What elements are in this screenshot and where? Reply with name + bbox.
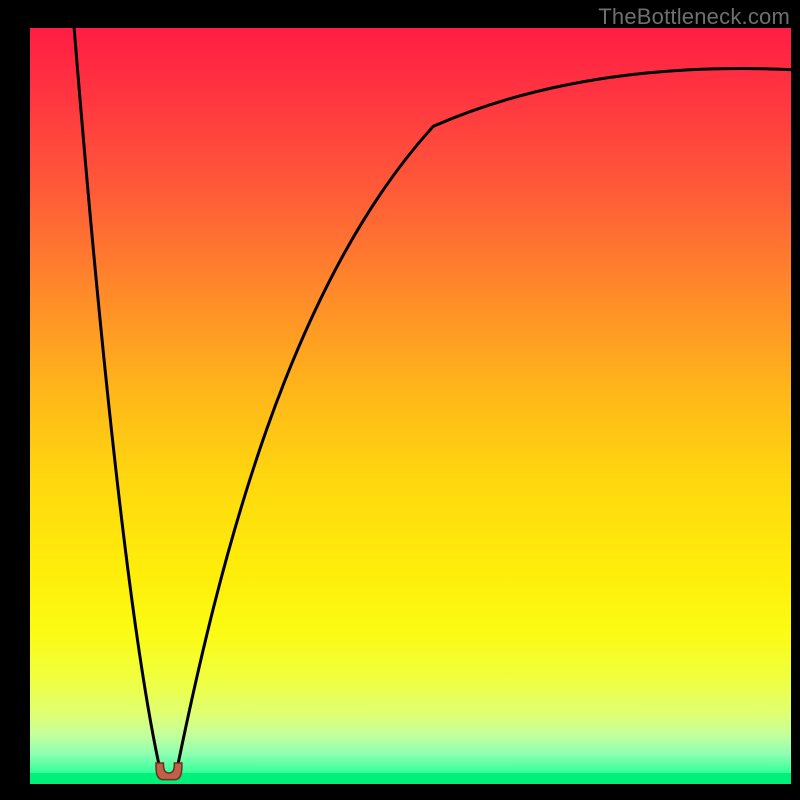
bottleneck-chart: TheBottleneck.com: [0, 0, 800, 800]
bottleneck-curve: [30, 28, 791, 784]
curve-left-branch: [74, 28, 161, 773]
plot-area: [30, 28, 791, 784]
dip-marker: [153, 760, 185, 783]
dip-marker-shape: [156, 763, 182, 780]
curve-right-branch: [176, 69, 791, 774]
watermark-text: TheBottleneck.com: [598, 4, 790, 30]
